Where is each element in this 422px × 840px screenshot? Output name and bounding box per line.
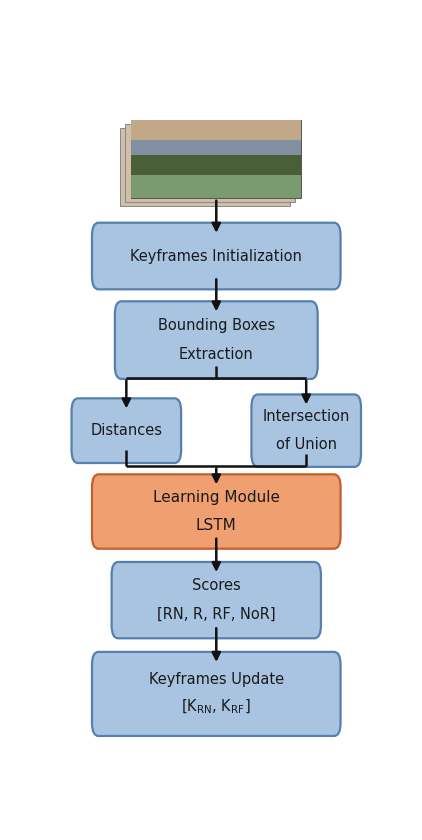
FancyBboxPatch shape [72,398,181,463]
Text: Keyframes Update: Keyframes Update [149,672,284,687]
Text: [$\mathregular{K_{RN}}$, $\mathregular{K_{RF}}$]: [$\mathregular{K_{RN}}$, $\mathregular{K… [181,698,251,716]
FancyBboxPatch shape [111,562,321,638]
Text: LSTM: LSTM [196,518,237,533]
Text: Learning Module: Learning Module [153,490,280,505]
FancyBboxPatch shape [252,395,361,467]
FancyBboxPatch shape [92,475,341,549]
Text: of Union: of Union [276,438,337,453]
Text: [RN, R, RF, NoR]: [RN, R, RF, NoR] [157,606,276,622]
FancyBboxPatch shape [131,139,301,155]
FancyBboxPatch shape [125,124,295,202]
Text: Distances: Distances [90,423,162,438]
Text: Intersection: Intersection [262,409,350,424]
FancyBboxPatch shape [131,155,301,175]
FancyBboxPatch shape [131,175,301,197]
FancyBboxPatch shape [115,302,318,379]
FancyBboxPatch shape [92,223,341,289]
Text: Scores: Scores [192,579,241,593]
FancyBboxPatch shape [120,128,290,206]
FancyBboxPatch shape [131,120,301,139]
FancyBboxPatch shape [92,652,341,736]
Text: Bounding Boxes: Bounding Boxes [158,318,275,333]
FancyBboxPatch shape [131,120,301,197]
Text: Keyframes Initialization: Keyframes Initialization [130,249,302,264]
Text: Extraction: Extraction [179,347,254,362]
